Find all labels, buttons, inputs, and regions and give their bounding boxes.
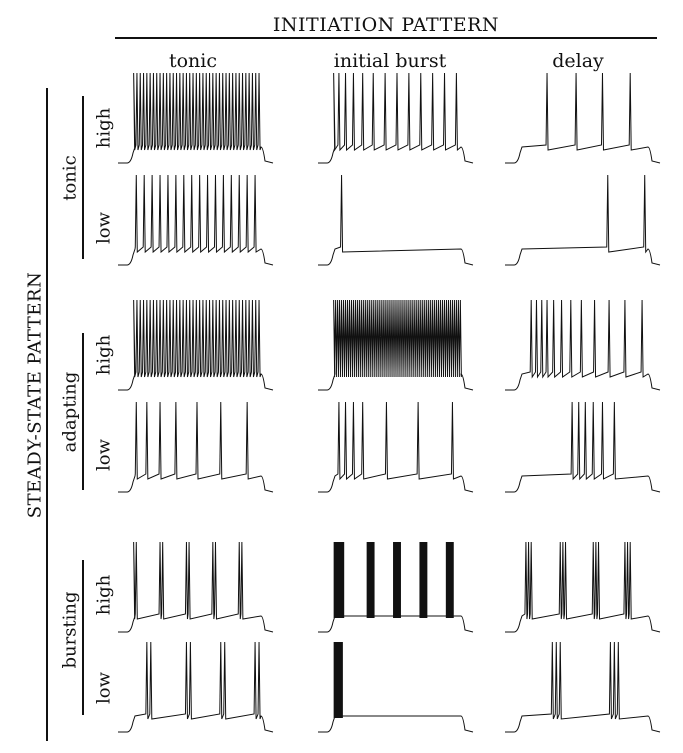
level-label-bursting-high: high bbox=[93, 574, 115, 616]
group-label-bursting: bursting bbox=[59, 591, 81, 669]
trace-bursting-high-initial-burst bbox=[318, 615, 474, 633]
level-label-tonic-high: high bbox=[93, 107, 115, 149]
group-rule-bursting bbox=[82, 560, 84, 715]
level-label-adapting-high: high bbox=[93, 334, 115, 376]
trace-tonic-low-tonic bbox=[118, 174, 274, 266]
burst-bursting-low-initial-burst-0 bbox=[333, 642, 343, 718]
trace-tonic-high-delay bbox=[505, 72, 661, 164]
trace-adapting-low-tonic bbox=[118, 401, 274, 493]
level-label-adapting-low: low bbox=[93, 438, 115, 472]
burst-bursting-high-initial-burst-4 bbox=[445, 542, 454, 618]
group-rule-adapting bbox=[82, 333, 84, 490]
trace-tonic-high-tonic bbox=[118, 72, 274, 164]
trace-bursting-low-tonic bbox=[118, 641, 274, 733]
initiation-pattern-rule bbox=[115, 37, 657, 39]
trace-adapting-low-delay bbox=[505, 401, 661, 493]
level-label-bursting-low: low bbox=[93, 671, 115, 705]
level-label-tonic-low: low bbox=[93, 211, 115, 245]
column-label-initial-burst: initial burst bbox=[333, 50, 447, 72]
column-label-tonic: tonic bbox=[168, 50, 218, 72]
trace-bursting-low-initial-burst bbox=[318, 715, 474, 733]
burst-bursting-high-initial-burst-2 bbox=[393, 542, 401, 618]
trace-adapting-high-tonic bbox=[118, 299, 274, 391]
trace-adapting-low-initial-burst bbox=[318, 401, 474, 493]
group-label-tonic: tonic bbox=[59, 155, 81, 201]
steady-state-pattern-title: STEADY-STATE PATTERN bbox=[24, 271, 46, 519]
trace-bursting-high-tonic bbox=[118, 541, 274, 633]
trace-adapting-high-delay bbox=[505, 299, 661, 391]
trace-bursting-high-delay bbox=[505, 541, 661, 633]
trace-tonic-low-initial-burst bbox=[318, 174, 474, 266]
trace-tonic-high-initial-burst bbox=[318, 72, 474, 164]
column-label-delay: delay bbox=[552, 50, 604, 72]
burst-bursting-high-initial-burst-1 bbox=[366, 542, 375, 618]
trace-bursting-low-delay bbox=[505, 641, 661, 733]
steady-state-rule bbox=[46, 88, 48, 741]
burst-bursting-high-initial-burst-0 bbox=[333, 542, 345, 618]
group-label-adapting: adapting bbox=[59, 371, 81, 453]
trace-tonic-low-delay bbox=[505, 174, 661, 266]
burst-bursting-high-initial-burst-3 bbox=[419, 542, 428, 618]
group-rule-tonic bbox=[82, 96, 84, 259]
initiation-pattern-title: INITIATION PATTERN bbox=[272, 14, 500, 36]
trace-adapting-high-initial-burst bbox=[318, 299, 474, 391]
